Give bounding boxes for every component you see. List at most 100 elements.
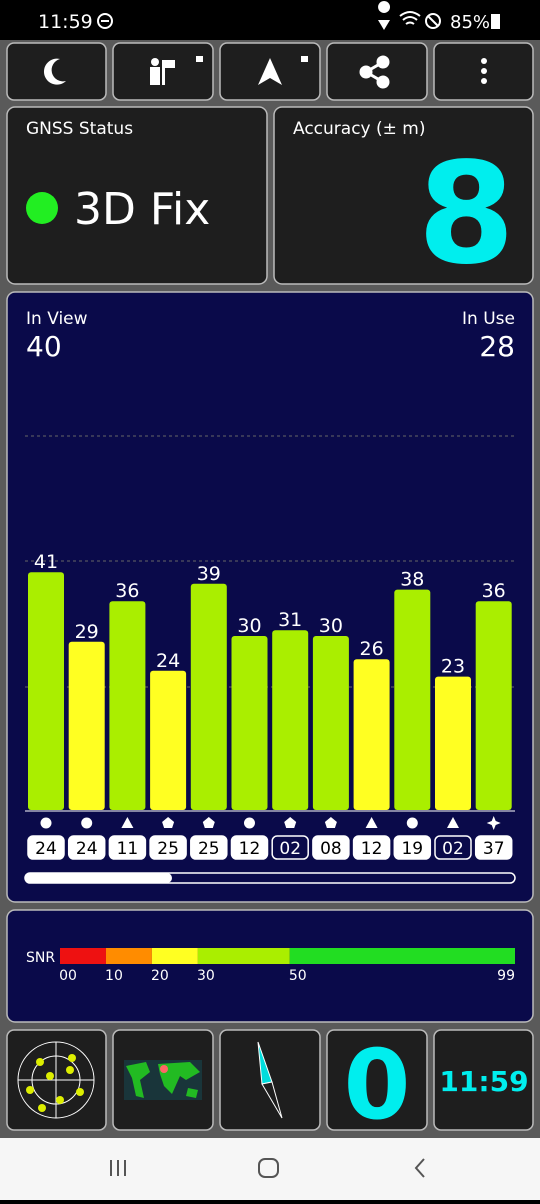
satellite-id: 11 xyxy=(117,839,139,859)
recents-button[interactable] xyxy=(110,1160,126,1176)
snr-tick-label: 50 xyxy=(289,968,307,984)
sky-plot-icon xyxy=(17,1041,95,1119)
satellite-id: 25 xyxy=(157,839,179,859)
satellite-id: 02 xyxy=(442,839,464,859)
snr-bar xyxy=(435,676,471,810)
bar-value-label: 41 xyxy=(34,551,58,573)
heading-tile[interactable] xyxy=(326,1029,428,1131)
clock-value: 11:59 xyxy=(439,1065,528,1098)
constellation-icon xyxy=(81,817,93,829)
satellite-id: 24 xyxy=(76,839,98,859)
constellation-icon xyxy=(324,817,337,828)
constellation-icon xyxy=(40,817,52,829)
constellation-icon xyxy=(244,817,255,829)
snr-tick-label: 10 xyxy=(105,968,123,984)
bar-value-label: 39 xyxy=(197,563,221,585)
world-map-icon xyxy=(124,1060,202,1100)
satellite-id: 24 xyxy=(35,839,57,859)
constellation-icon xyxy=(162,817,175,828)
battery-text: 85% xyxy=(450,12,490,33)
gnss-panel xyxy=(6,106,268,285)
dnd-icon xyxy=(97,13,113,29)
snr-bar xyxy=(353,659,390,810)
bar-value-label: 24 xyxy=(156,650,180,672)
satellite-id: 19 xyxy=(401,839,423,859)
snr-bar xyxy=(68,641,105,810)
bar-value-label: 31 xyxy=(278,609,302,631)
satellite-id-box xyxy=(474,835,513,860)
constellation-icon xyxy=(284,817,297,828)
bar-value-label: 23 xyxy=(441,656,465,678)
satellite-id-box xyxy=(312,835,350,860)
satellite-id-box xyxy=(393,835,432,860)
snr-tick-label: 20 xyxy=(151,968,169,984)
satellite-id: 37 xyxy=(483,839,505,859)
snr-bar xyxy=(190,583,227,810)
satellite-id: 08 xyxy=(320,839,342,859)
fix-indicator xyxy=(26,192,58,224)
bar-value-label: 36 xyxy=(482,580,506,602)
snr-tick-label: 99 xyxy=(497,968,515,984)
block-icon xyxy=(427,15,439,27)
heading-value: 0 xyxy=(344,1029,411,1141)
snr-bar xyxy=(394,589,431,810)
snr-panel xyxy=(6,909,534,1023)
satellite-id-box xyxy=(67,835,106,860)
snr-bar xyxy=(475,601,512,810)
constellation-icon xyxy=(406,817,418,829)
in-use-value: 28 xyxy=(479,330,515,363)
fix-text: 3D Fix xyxy=(74,184,210,235)
accuracy-title: Accuracy (± m) xyxy=(293,119,426,139)
location-icon xyxy=(378,1,391,31)
bar-value-label: 36 xyxy=(115,580,139,602)
snr-tick-label: 00 xyxy=(59,968,77,984)
scrollbar-thumb[interactable] xyxy=(25,873,172,883)
snr-tick-label: 30 xyxy=(197,968,215,984)
satellite-id-box xyxy=(434,835,472,860)
status-bar xyxy=(0,0,540,40)
satellite-id-box xyxy=(271,835,309,860)
constellation-icon xyxy=(447,817,459,828)
compass-icon xyxy=(257,1041,283,1119)
satellite-id-box xyxy=(149,835,187,860)
accuracy-value: 8 xyxy=(418,133,515,296)
in-view-value: 40 xyxy=(26,330,62,363)
snr-title: SNR xyxy=(26,950,55,966)
bar-value-label: 30 xyxy=(319,615,343,637)
in-view-label: In View xyxy=(26,309,88,329)
bar-value-label: 26 xyxy=(360,638,384,660)
guide-icon xyxy=(150,56,203,85)
bar-value-label: 38 xyxy=(400,569,424,591)
share-icon xyxy=(359,55,390,89)
menu-icon xyxy=(481,58,487,84)
arrow-icon xyxy=(258,58,282,85)
home-button[interactable] xyxy=(258,1158,279,1178)
bar-value-label: 29 xyxy=(75,621,99,643)
lock-icon xyxy=(301,56,308,62)
nav-bar xyxy=(0,1138,540,1200)
constellation-icon xyxy=(202,817,215,828)
snr-segment xyxy=(60,948,106,964)
satellite-id-box xyxy=(352,835,391,860)
bar-value-label: 30 xyxy=(237,615,261,637)
snr-bar xyxy=(28,572,64,810)
nav-icons xyxy=(110,1158,425,1178)
back-button[interactable] xyxy=(414,1158,425,1178)
constellation-icon xyxy=(486,816,501,830)
in-use-label: In Use xyxy=(462,309,515,329)
accuracy-panel xyxy=(273,106,534,285)
constellation-icon xyxy=(121,817,134,828)
satellite-id: 12 xyxy=(361,839,383,859)
satellite-id-box xyxy=(27,835,65,860)
snr-bar xyxy=(150,670,187,810)
snr-segment xyxy=(151,948,198,964)
satellite-id: 02 xyxy=(279,839,301,859)
snr-bar xyxy=(272,630,309,810)
constellation-icon xyxy=(365,817,378,828)
satellite-id: 25 xyxy=(198,839,220,859)
clock-tile[interactable] xyxy=(433,1029,534,1131)
satellite-id-box xyxy=(108,835,147,860)
share-button[interactable] xyxy=(326,42,428,101)
night-button[interactable] xyxy=(6,42,107,101)
